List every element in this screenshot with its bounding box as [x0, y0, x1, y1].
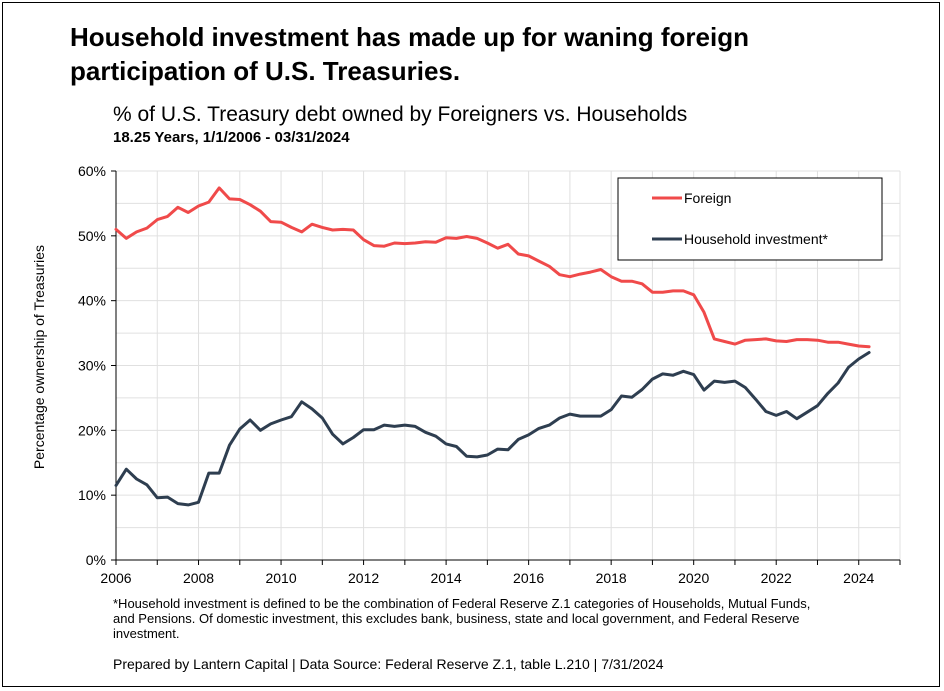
source-note: Prepared by Lantern Capital | Data Sourc…: [113, 656, 664, 672]
chart-subtitle: 18.25 Years, 1/1/2006 - 03/31/2024: [113, 129, 350, 146]
headline: Household investment has made up for wan…: [70, 22, 749, 86]
y-tick-label: 10%: [78, 487, 106, 503]
series-lines: [114, 186, 871, 507]
x-tick-label: 2006: [100, 570, 131, 586]
legend-label-household: Household investment*: [684, 231, 829, 247]
x-tick-label: 2008: [183, 570, 214, 586]
y-tick-label: 30%: [78, 358, 106, 374]
chart-title: % of U.S. Treasury debt owned by Foreign…: [113, 103, 688, 126]
y-tick-label: 0%: [86, 552, 106, 568]
x-tick-label: 2024: [843, 570, 874, 586]
y-tick-label: 50%: [78, 228, 106, 244]
series-line-foreign: [114, 186, 871, 349]
y-tick-label: 60%: [78, 163, 106, 179]
tick-labels: 0% 10% 20% 30% 40% 50% 60% 2006 2008 2010 2012 2014…: [78, 163, 875, 586]
x-tick-label: 2020: [678, 570, 709, 586]
legend: Foreign Household investment*: [617, 177, 883, 261]
y-tick-label: 20%: [78, 422, 106, 438]
x-tick-label: 2022: [761, 570, 792, 586]
series-line-household: [114, 351, 871, 507]
x-tick-label: 2018: [596, 570, 627, 586]
legend-box: [617, 177, 883, 261]
x-tick-label: 2014: [431, 570, 462, 586]
x-tick-label: 2016: [513, 570, 544, 586]
footnote: *Household investment is defined to be t…: [113, 596, 811, 641]
legend-label-foreign: Foreign: [684, 190, 731, 206]
y-tick-label: 40%: [78, 293, 106, 309]
x-tick-label: 2010: [265, 570, 296, 586]
axes: [111, 170, 901, 565]
x-tick-label: 2012: [348, 570, 379, 586]
